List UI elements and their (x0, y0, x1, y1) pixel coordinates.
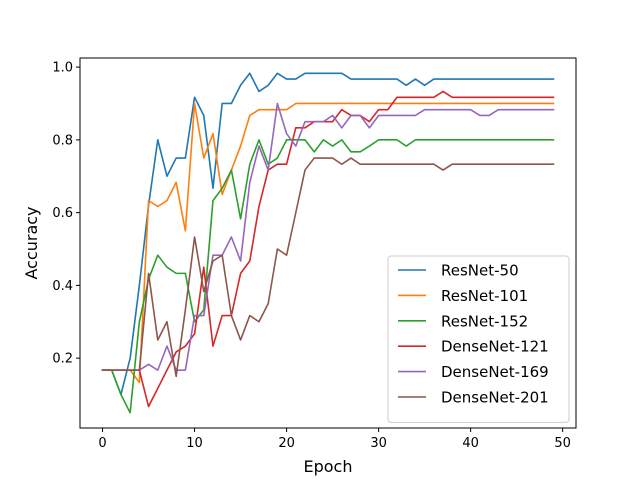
series-line-resnet-101 (101, 102, 555, 384)
legend-entry-label: ResNet-50 (441, 262, 519, 280)
legend-entry-label: DenseNet-121 (441, 338, 549, 356)
x-tick-label: 50 (554, 436, 571, 451)
legend-entry-label: DenseNet-169 (441, 363, 549, 381)
legend-entry-label: DenseNet-201 (441, 389, 549, 407)
y-tick-label: 1.0 (52, 61, 73, 76)
series-line-densenet-201 (101, 157, 555, 378)
x-tick-label: 10 (186, 436, 203, 451)
x-tick-label: 30 (370, 436, 387, 451)
y-tick-label: 0.4 (52, 279, 73, 294)
series-layer (101, 72, 555, 414)
y-tick-label: 0.8 (52, 133, 73, 148)
legend-entry-label: ResNet-101 (441, 287, 528, 305)
legend: ResNet-50 ResNet-101 ResNet-152 DenseNet-12… (387, 255, 570, 423)
x-tick-label: 40 (462, 436, 479, 451)
ticks-layer: 0 10 20 30 40 50 0.2 0.4 0.6 0.8 1.0 (52, 61, 571, 451)
series-line-densenet-121 (101, 90, 555, 408)
series-line-resnet-152 (101, 139, 555, 414)
x-tick-label: 20 (278, 436, 295, 451)
x-tick-label: 0 (98, 436, 106, 451)
y-tick-label: 0.6 (52, 206, 73, 221)
plot-frame (79, 57, 577, 429)
legend-entry-label: ResNet-152 (441, 312, 528, 330)
series-line-resnet-50 (101, 72, 555, 396)
legend-box (387, 255, 570, 423)
x-axis-label: Epoch (304, 457, 353, 476)
y-axis-label: Accuracy (22, 206, 41, 279)
y-tick-label: 0.2 (52, 352, 73, 367)
